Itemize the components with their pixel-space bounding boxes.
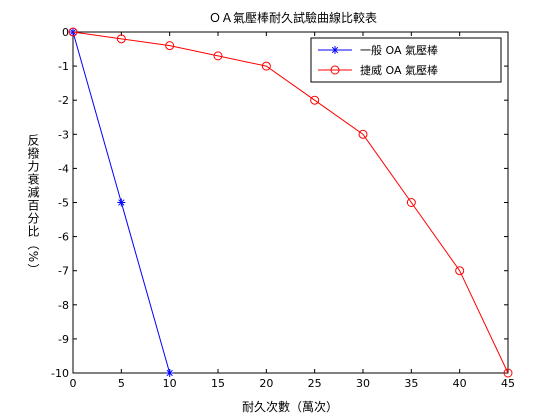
marker-stroke	[331, 46, 339, 54]
y-tick-label: -8	[58, 299, 69, 312]
data-point	[358, 129, 368, 139]
legend-marker	[330, 65, 340, 75]
data-point	[165, 41, 175, 51]
y-axis-label: 反撥力衰減百分比（%）	[26, 133, 40, 276]
y-tick-label: -5	[58, 197, 69, 210]
legend-label: 捷威 OA 氣壓棒	[360, 63, 438, 77]
x-tick-label: 10	[163, 377, 177, 390]
marker-stroke	[118, 199, 125, 206]
y-tick-label: -7	[58, 265, 69, 278]
x-tick-label: 30	[356, 377, 370, 390]
x-tick-label: 40	[453, 377, 467, 390]
data-point	[165, 369, 174, 377]
y-tick-label: -1	[58, 60, 69, 73]
series-line	[72, 31, 509, 374]
data-point	[406, 198, 416, 207]
x-tick-label: 35	[404, 377, 418, 390]
y-tick-label: -6	[58, 231, 69, 244]
y-tick-label: -10	[51, 367, 69, 380]
data-point	[117, 198, 126, 207]
legend-box	[310, 37, 502, 83]
x-tick-label: 0	[70, 377, 77, 390]
y-tick-label: -9	[58, 333, 69, 346]
x-axis-label: 耐久次數（萬次）	[242, 400, 338, 414]
marker-stroke	[166, 369, 173, 377]
data-point	[261, 61, 271, 71]
y-tick-label: -2	[58, 94, 69, 107]
y-tick-label: -3	[58, 128, 69, 141]
x-tick-label: 45	[501, 377, 515, 390]
y-tick-label: 0	[62, 26, 69, 39]
axis-ticks: 0 5 10 15 20 25 30 35 40 45 0 -1 -2 -3 -4 -5 -6 -7 -8 -9 -10	[51, 26, 515, 390]
data-point	[455, 266, 465, 276]
series-2	[68, 27, 513, 378]
data-point	[310, 95, 320, 105]
data-point	[116, 34, 126, 44]
data-point	[213, 51, 223, 61]
legend-marker	[331, 46, 339, 54]
data-point	[503, 368, 513, 378]
plot-area	[72, 31, 509, 374]
y-tick-label: -4	[58, 162, 69, 175]
legend-label: 一般 OA 氣壓棒	[360, 43, 438, 57]
x-tick-label: 5	[118, 377, 125, 390]
x-tick-label: 15	[211, 377, 225, 390]
series-1	[69, 28, 174, 377]
x-tick-label: 25	[308, 377, 322, 390]
series-layer	[68, 27, 513, 378]
chart-title: ＯＡ氣壓棒耐久試驗曲線比較表	[209, 10, 377, 25]
x-tick-label: 20	[259, 377, 273, 390]
data-point	[68, 27, 78, 37]
